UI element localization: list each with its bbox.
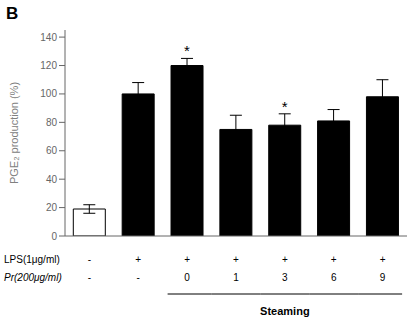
svg-text:100: 100	[40, 88, 57, 99]
html-text:B: B	[6, 4, 19, 23]
svg-text:+: +	[380, 254, 386, 265]
svg-text:+: +	[233, 254, 239, 265]
svg-text:1: 1	[233, 272, 239, 283]
svg-text:+: +	[184, 254, 190, 265]
svg-text:+: +	[135, 254, 141, 265]
svg-text:20: 20	[46, 202, 58, 213]
svg-text:40: 40	[46, 174, 58, 185]
svg-text:0: 0	[51, 231, 57, 242]
svg-text:Steaming: Steaming	[260, 305, 310, 317]
svg-text:0: 0	[184, 272, 190, 283]
svg-text:-: -	[88, 254, 91, 265]
svg-text:3: 3	[282, 272, 288, 283]
svg-text:60: 60	[46, 145, 58, 156]
svg-text:Pr(200μg/ml): Pr(200μg/ml)	[8, 272, 62, 283]
svg-text:6: 6	[331, 272, 337, 283]
svg-text:*: *	[282, 98, 288, 115]
svg-text:PGE₂ production (%): PGE₂ production (%)	[8, 82, 20, 184]
svg-text:*: *	[184, 42, 190, 59]
svg-text:140: 140	[40, 32, 57, 43]
svg-text:+: +	[331, 254, 337, 265]
svg-text:120: 120	[40, 60, 57, 71]
svg-text:+: +	[282, 254, 288, 265]
svg-text:-: -	[137, 272, 140, 283]
svg-text:80: 80	[46, 117, 58, 128]
svg-text:9: 9	[380, 272, 386, 283]
svg-text:LPS(1μg/ml): LPS(1μg/ml)	[8, 254, 60, 265]
svg-text:-: -	[88, 272, 91, 283]
